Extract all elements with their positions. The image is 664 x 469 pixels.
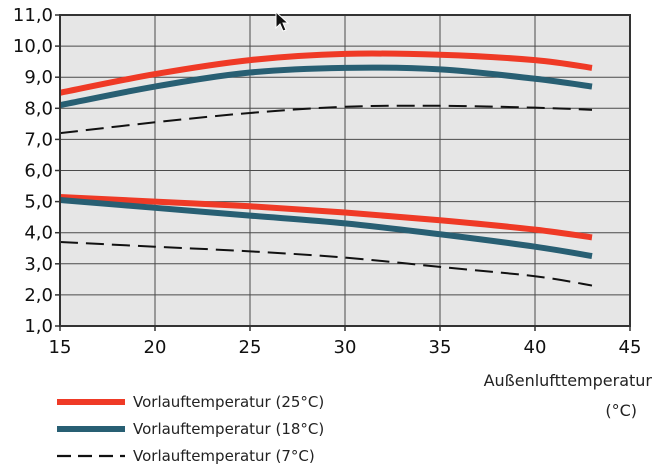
series-line-lower-4 — [59, 197, 593, 259]
x-tick-label: 20 — [144, 337, 167, 358]
x-tick-label: 25 — [239, 337, 262, 358]
mouse-cursor-icon — [275, 10, 290, 32]
x-tick-label: 30 — [334, 337, 357, 358]
series-line-upper-2 — [59, 104, 593, 135]
y-axis-ticks: 1,0 2,0 3,0 4,0 5,0 6,0 7,0 8,0 9,0 10,0 11,0 — [13, 5, 60, 337]
y-tick-label: 1,0 — [24, 316, 53, 337]
y-tick-label: 7,0 — [24, 129, 53, 150]
x-tick-label: 45 — [619, 337, 642, 358]
y-tick-label: 9,0 — [24, 67, 53, 88]
x-axis-ticks: 15 20 25 30 35 40 45 — [49, 326, 642, 358]
series-line-lower-3 — [59, 193, 593, 241]
y-tick-label: 8,0 — [24, 98, 53, 119]
legend: Vorlauftemperatur (25°C) Vorlauftemperatu… — [57, 393, 324, 465]
x-tick-label: 40 — [524, 337, 547, 358]
y-tick-label: 10,0 — [13, 36, 53, 57]
series-line-lower-5 — [59, 241, 593, 287]
y-tick-label: 3,0 — [24, 254, 53, 275]
legend-label: Vorlauftemperatur (25°C) — [133, 393, 324, 411]
y-tick-label: 5,0 — [24, 192, 53, 213]
x-tick-label: 35 — [429, 337, 452, 358]
legend-label: Vorlauftemperatur (18°C) — [133, 420, 324, 438]
series-line-upper-1 — [59, 64, 593, 109]
y-tick-label: 6,0 — [24, 161, 53, 182]
y-tick-label: 11,0 — [13, 5, 53, 26]
x-tick-label: 15 — [49, 337, 72, 358]
x-axis-label: Außenlufttemperatur — [484, 371, 653, 390]
x-axis-unit: (°C) — [605, 401, 637, 420]
y-tick-label: 2,0 — [24, 285, 53, 306]
legend-label: Vorlauftemperatur (7°C) — [133, 447, 315, 465]
series-layer — [59, 50, 593, 287]
y-tick-label: 4,0 — [24, 223, 53, 244]
series-line-upper-0 — [59, 50, 593, 96]
